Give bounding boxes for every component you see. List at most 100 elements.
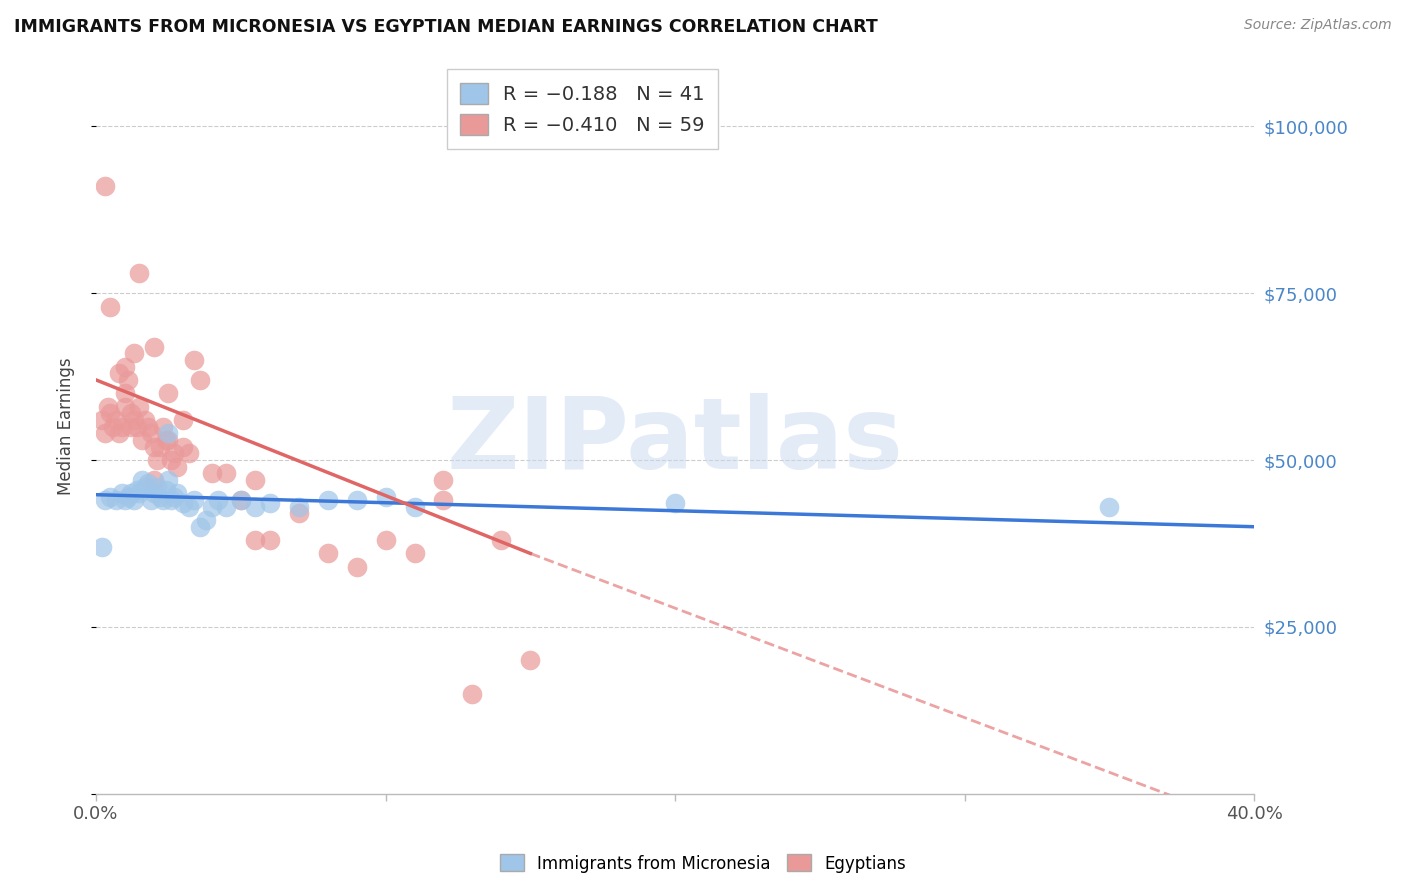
Point [346, 493, 368, 508]
Point [128, 486, 150, 500]
Point [160, 453, 183, 467]
Point [149, 490, 172, 504]
Point [105, 493, 128, 508]
Point [136, 419, 159, 434]
Point [404, 546, 426, 560]
Point [316, 546, 339, 560]
Point [245, 533, 267, 547]
Point [207, 493, 229, 508]
Point [142, 486, 165, 500]
Point [117, 490, 139, 504]
Point [172, 496, 194, 510]
Point [245, 500, 267, 514]
Point [519, 653, 541, 667]
Point [100, 490, 122, 504]
Point [157, 426, 180, 441]
Point [152, 493, 174, 508]
Point [177, 500, 200, 514]
Point [172, 413, 194, 427]
Point [229, 493, 252, 508]
Point [136, 476, 159, 491]
Point [93, 493, 115, 508]
Text: ZIPatlas: ZIPatlas [447, 392, 904, 490]
Point [93, 179, 115, 194]
Point [155, 483, 177, 497]
Point [105, 413, 128, 427]
Point [93, 426, 115, 441]
Point [157, 386, 180, 401]
Point [461, 687, 484, 701]
Point [432, 473, 454, 487]
Point [183, 493, 205, 508]
Point [188, 520, 211, 534]
Point [128, 400, 150, 414]
Point [111, 419, 134, 434]
Point [259, 496, 281, 510]
Point [120, 486, 142, 500]
Y-axis label: Median Earnings: Median Earnings [58, 358, 75, 495]
Point [100, 300, 122, 314]
Point [97, 400, 120, 414]
Point [108, 426, 131, 441]
Point [229, 493, 252, 508]
Point [215, 500, 238, 514]
Point [374, 490, 396, 504]
Point [404, 500, 426, 514]
Point [146, 480, 169, 494]
Point [120, 419, 142, 434]
Point [111, 486, 134, 500]
Point [215, 467, 238, 481]
Point [139, 493, 162, 508]
Point [188, 373, 211, 387]
Point [201, 500, 224, 514]
Point [287, 507, 309, 521]
Point [90, 540, 112, 554]
Legend: R = −0.188   N = 41, R = −0.410   N = 59: R = −0.188 N = 41, R = −0.410 N = 59 [447, 70, 718, 149]
Point [374, 533, 396, 547]
Point [142, 473, 165, 487]
Point [131, 433, 153, 447]
Point [122, 413, 145, 427]
Point [142, 340, 165, 354]
Point [114, 386, 136, 401]
Point [117, 373, 139, 387]
Point [134, 480, 156, 494]
Point [491, 533, 513, 547]
Point [114, 359, 136, 374]
Point [245, 473, 267, 487]
Point [163, 446, 186, 460]
Point [259, 533, 281, 547]
Point [1098, 500, 1121, 514]
Point [146, 453, 169, 467]
Point [120, 406, 142, 420]
Point [316, 493, 339, 508]
Point [155, 433, 177, 447]
Point [157, 433, 180, 447]
Point [103, 419, 125, 434]
Point [90, 413, 112, 427]
Point [131, 473, 153, 487]
Point [195, 513, 218, 527]
Point [114, 493, 136, 508]
Point [134, 413, 156, 427]
Point [100, 406, 122, 420]
Legend: Immigrants from Micronesia, Egyptians: Immigrants from Micronesia, Egyptians [494, 847, 912, 880]
Point [152, 419, 174, 434]
Point [172, 440, 194, 454]
Point [177, 446, 200, 460]
Text: IMMIGRANTS FROM MICRONESIA VS EGYPTIAN MEDIAN EARNINGS CORRELATION CHART: IMMIGRANTS FROM MICRONESIA VS EGYPTIAN M… [14, 18, 877, 36]
Point [166, 486, 188, 500]
Point [201, 467, 224, 481]
Point [346, 559, 368, 574]
Point [163, 490, 186, 504]
Text: Source: ZipAtlas.com: Source: ZipAtlas.com [1244, 18, 1392, 32]
Point [664, 496, 686, 510]
Point [122, 346, 145, 360]
Point [287, 500, 309, 514]
Point [114, 400, 136, 414]
Point [160, 493, 183, 508]
Point [183, 352, 205, 367]
Point [432, 493, 454, 508]
Point [139, 426, 162, 441]
Point [108, 366, 131, 380]
